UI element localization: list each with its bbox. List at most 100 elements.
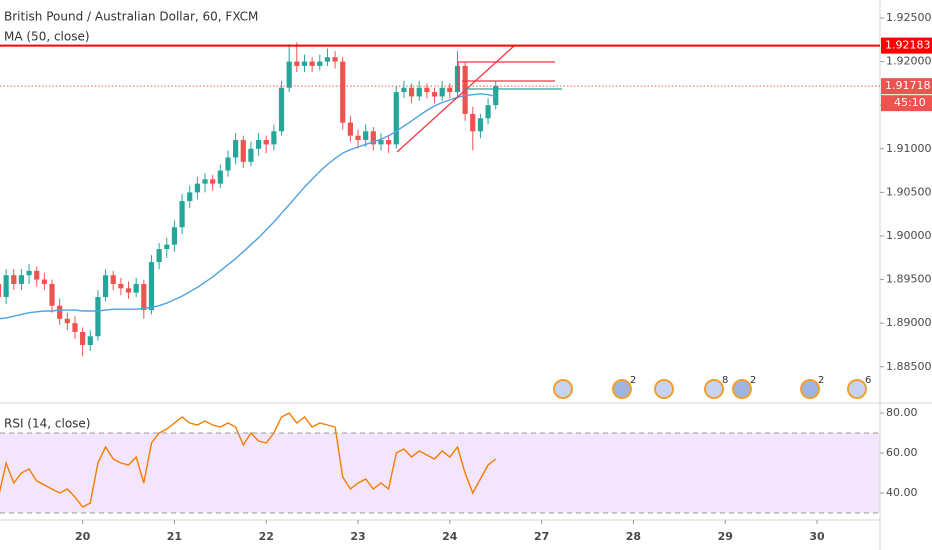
- candle-body: [125, 288, 132, 293]
- candle-body: [255, 140, 262, 149]
- candle-body: [386, 140, 392, 145]
- candle-body: [447, 87, 453, 93]
- candle-body: [393, 92, 399, 145]
- candle-body: [210, 179, 216, 184]
- candle-body: [133, 283, 139, 293]
- x-tick-label: 27: [534, 530, 549, 543]
- price-label: 1.92183: [885, 39, 931, 52]
- candle-body: [248, 148, 254, 162]
- candle-body: [87, 336, 93, 345]
- candle-body: [263, 140, 269, 145]
- rsi-line: [0, 412, 497, 508]
- ma-line: [0, 93, 496, 320]
- x-tick-label: 22: [259, 530, 274, 543]
- candle-body: [11, 275, 17, 284]
- candle-body: [233, 140, 239, 158]
- event-icon: [612, 379, 632, 399]
- price-label-box: [881, 37, 932, 54]
- candle-body: [493, 85, 499, 106]
- event-count: 6: [865, 375, 871, 386]
- candle-body: [110, 275, 116, 284]
- candle-body: [49, 283, 55, 306]
- x-tick-label: 30: [809, 530, 825, 543]
- countdown: 45:10: [894, 96, 926, 109]
- candle-body: [286, 61, 292, 88]
- event-icon: [732, 379, 752, 399]
- event-icon: [847, 379, 867, 399]
- candle-body: [141, 283, 147, 311]
- candle-body: [477, 118, 484, 132]
- candle-body: [355, 135, 361, 141]
- candle-body: [148, 262, 155, 311]
- candle-body: [309, 61, 315, 66]
- candle-body: [401, 87, 407, 93]
- candle-body: [118, 283, 124, 289]
- x-tick-label: 24: [442, 530, 458, 543]
- candle-body: [470, 113, 476, 132]
- x-tick-label: 28: [626, 530, 641, 543]
- drawings: [396, 44, 562, 153]
- candle-body: [271, 131, 277, 145]
- y-tick-label: 1.92000: [886, 55, 932, 68]
- event-count: 2: [630, 375, 636, 386]
- candle-body: [72, 323, 78, 332]
- candle-body: [278, 87, 285, 132]
- candle-body: [34, 270, 40, 280]
- candle-body: [3, 275, 9, 298]
- candle-body: [439, 87, 445, 97]
- candle-body: [347, 122, 353, 136]
- candle-body: [301, 61, 308, 66]
- candle-body: [64, 318, 70, 324]
- rsi-band: [0, 433, 880, 513]
- legend-entry: MA (50, close): [4, 30, 90, 44]
- trend-line: [396, 44, 516, 153]
- x-tick-label: 20: [75, 530, 91, 543]
- price-label: 1.91718: [885, 79, 931, 92]
- candle-body: [194, 183, 200, 193]
- event-count: 2: [750, 375, 756, 386]
- event-icon: [654, 379, 674, 399]
- x-tick-label: 23: [350, 530, 365, 543]
- events: 2 8 2 2 6: [553, 375, 871, 399]
- event-icon: [704, 379, 724, 399]
- y-tick-label: 80.00: [886, 406, 918, 419]
- candle-body: [485, 105, 491, 119]
- candle-body: [370, 131, 376, 145]
- candle-body: [424, 87, 430, 93]
- y-tick-label: 1.90500: [886, 185, 932, 198]
- event-icon: [553, 379, 573, 399]
- candle-body: [202, 179, 208, 184]
- candle-body: [363, 131, 369, 141]
- candle-body: [164, 244, 170, 250]
- y-tick-label: 1.88500: [886, 360, 932, 373]
- event-count: 2: [818, 375, 824, 386]
- y-tick-label: 1.91000: [886, 142, 932, 155]
- candle-body: [332, 57, 338, 62]
- candle-body: [95, 297, 101, 337]
- countdown-box: [881, 95, 932, 112]
- candle-body: [179, 201, 185, 228]
- candle-body: [217, 170, 223, 184]
- candle-body: [156, 249, 162, 263]
- x-tick-label: 21: [167, 530, 182, 543]
- y-tick-label: 1.90000: [886, 229, 932, 242]
- candle-body: [240, 140, 246, 162]
- candle-body: [431, 92, 438, 97]
- candle-body: [80, 331, 86, 345]
- candle-body: [408, 87, 415, 97]
- candle-body: [57, 305, 63, 319]
- candle-body: [0, 283, 2, 298]
- y-tick-label: 60.00: [886, 446, 918, 459]
- candle-body: [225, 157, 231, 171]
- event-count: 8: [722, 375, 728, 386]
- rsi-title: RSI (14, close): [4, 417, 90, 431]
- price-label-box: [881, 78, 932, 95]
- candle-body: [324, 57, 331, 62]
- event-icon: [800, 379, 820, 399]
- candle-body: [18, 275, 25, 284]
- x-tick-label: 29: [718, 530, 733, 543]
- candle-body: [41, 279, 47, 284]
- candle-body: [340, 61, 346, 123]
- candle-body: [26, 270, 32, 276]
